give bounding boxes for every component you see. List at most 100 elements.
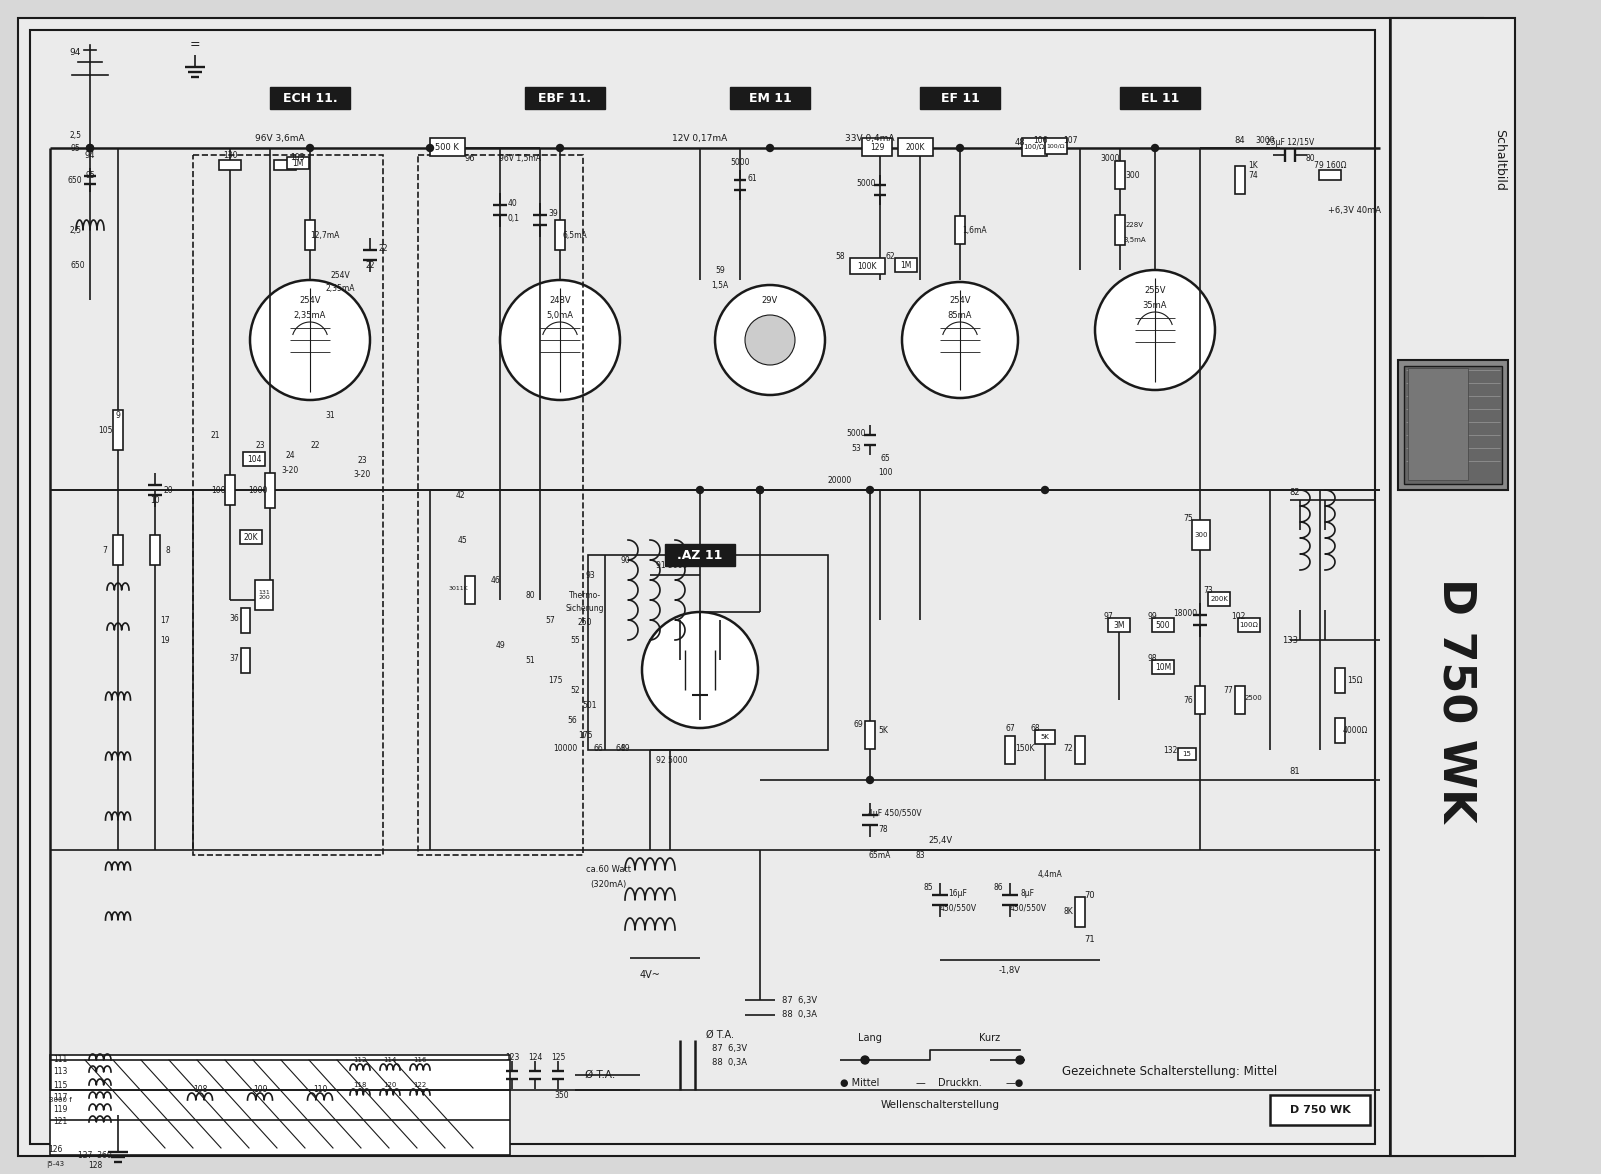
Bar <box>418 155 583 855</box>
Text: 250: 250 <box>578 618 592 627</box>
Text: 81: 81 <box>1290 768 1300 776</box>
Text: =: = <box>189 39 200 52</box>
Bar <box>226 475 235 505</box>
Text: 57: 57 <box>544 615 556 625</box>
Text: 7: 7 <box>102 546 107 554</box>
Text: 96V 3,6mA: 96V 3,6mA <box>255 134 304 142</box>
Bar <box>271 87 351 109</box>
Bar <box>921 87 1001 109</box>
Text: D 750 WK: D 750 WK <box>1290 1105 1350 1115</box>
Text: 105: 105 <box>98 425 112 434</box>
Text: 85: 85 <box>924 884 933 892</box>
Bar <box>243 452 266 466</box>
Text: 102: 102 <box>1231 612 1246 621</box>
Text: 96V 1,5mA: 96V 1,5mA <box>500 154 541 162</box>
Bar <box>1270 1095 1370 1125</box>
Bar <box>274 160 296 170</box>
Bar <box>1178 748 1196 760</box>
Text: 112: 112 <box>354 1057 367 1062</box>
Text: |5-43: |5-43 <box>46 1161 64 1168</box>
Circle shape <box>500 281 620 400</box>
Text: 20K: 20K <box>243 533 258 541</box>
Text: 49: 49 <box>495 641 504 649</box>
Text: 3M: 3M <box>1113 621 1126 629</box>
Circle shape <box>767 144 773 151</box>
Bar <box>898 139 933 156</box>
Text: +6,3V 40mA: +6,3V 40mA <box>1329 205 1382 215</box>
Text: 95: 95 <box>85 170 94 180</box>
Text: 650: 650 <box>70 261 85 270</box>
Text: 19: 19 <box>160 635 170 645</box>
Text: 71: 71 <box>1085 936 1095 945</box>
Text: 120: 120 <box>383 1082 397 1088</box>
Text: 3011K: 3011K <box>448 586 467 591</box>
Text: 1000: 1000 <box>248 486 267 494</box>
Circle shape <box>86 144 93 151</box>
Text: 3-20: 3-20 <box>354 470 370 479</box>
Text: 3000: 3000 <box>1255 135 1274 144</box>
Circle shape <box>757 486 764 493</box>
Bar <box>1238 618 1260 632</box>
Text: 2,35mA: 2,35mA <box>295 310 327 319</box>
Bar <box>150 535 160 565</box>
Bar <box>431 139 464 156</box>
Text: 5K: 5K <box>1041 734 1049 740</box>
Text: 100/Ω: 100/Ω <box>1047 143 1065 148</box>
Text: 51: 51 <box>525 655 535 664</box>
Text: 130: 130 <box>223 150 237 160</box>
Bar <box>1335 668 1345 693</box>
Text: 254V: 254V <box>299 296 320 304</box>
Text: 73: 73 <box>1202 586 1214 594</box>
Bar <box>1234 686 1246 714</box>
Circle shape <box>557 144 564 151</box>
Text: Kurz: Kurz <box>980 1033 1001 1043</box>
Text: 91 5000: 91 5000 <box>656 560 688 569</box>
Bar <box>306 220 315 250</box>
Text: 92 5000: 92 5000 <box>656 756 688 764</box>
Text: 88  0,3A: 88 0,3A <box>783 1011 818 1019</box>
Bar <box>1153 618 1174 632</box>
Bar <box>525 87 605 109</box>
Text: 62: 62 <box>885 251 895 261</box>
Text: 95: 95 <box>70 143 80 153</box>
Text: 86: 86 <box>993 884 1002 892</box>
Bar <box>1319 170 1342 180</box>
Circle shape <box>306 144 314 151</box>
Text: 25µF 12/15V: 25µF 12/15V <box>1266 137 1314 147</box>
Text: 1K: 1K <box>1249 161 1258 169</box>
Text: 255V: 255V <box>1145 285 1166 295</box>
Circle shape <box>250 281 370 400</box>
Text: 500 K: 500 K <box>435 142 459 151</box>
Text: ca.60 Watt: ca.60 Watt <box>586 865 631 875</box>
Bar <box>1074 736 1085 764</box>
Text: EF 11: EF 11 <box>940 92 980 104</box>
Text: 35mA: 35mA <box>1143 301 1167 310</box>
Text: 69: 69 <box>853 720 863 729</box>
Text: 99: 99 <box>1148 612 1158 621</box>
Text: 10M: 10M <box>1154 662 1170 672</box>
Circle shape <box>866 776 874 783</box>
Text: 1M: 1M <box>900 261 911 270</box>
Text: 132: 132 <box>1162 745 1177 755</box>
Text: —: — <box>916 1078 925 1088</box>
Text: 113: 113 <box>53 1067 67 1077</box>
Bar <box>730 87 810 109</box>
Text: 98: 98 <box>1148 654 1158 662</box>
Bar <box>1034 730 1055 744</box>
Text: 82: 82 <box>1290 487 1300 497</box>
Text: .AZ 11: .AZ 11 <box>677 548 722 561</box>
Circle shape <box>866 486 874 493</box>
Text: 450/550V: 450/550V <box>1010 904 1047 912</box>
Text: 55: 55 <box>570 635 580 645</box>
Text: 45: 45 <box>458 535 467 545</box>
Circle shape <box>86 144 93 151</box>
Text: 70: 70 <box>1085 891 1095 899</box>
Text: 123: 123 <box>504 1053 519 1062</box>
Bar <box>1404 366 1502 484</box>
Text: 114: 114 <box>383 1057 397 1062</box>
Text: 89: 89 <box>620 743 629 753</box>
Text: Gezeichnete Schalterstellung: Mittel: Gezeichnete Schalterstellung: Mittel <box>1063 1066 1278 1079</box>
Text: 4000Ω: 4000Ω <box>1342 726 1367 735</box>
Text: 110: 110 <box>312 1086 327 1094</box>
Text: —●: —● <box>1005 1078 1025 1088</box>
